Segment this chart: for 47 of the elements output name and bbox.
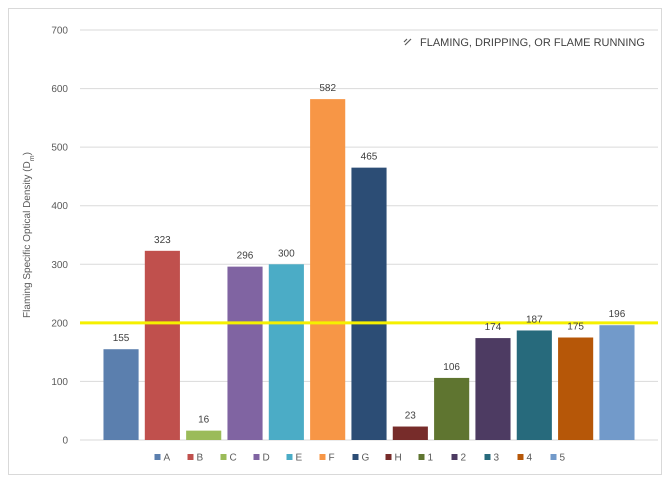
bar: [516, 330, 552, 440]
legend-label: 3: [494, 452, 500, 464]
bar: [227, 266, 263, 440]
bar: [103, 349, 139, 440]
y-tick-label: 500: [51, 142, 68, 154]
data-label: 174: [484, 322, 502, 334]
data-label: 300: [278, 248, 296, 260]
bar: [434, 378, 470, 440]
bar: [351, 168, 387, 440]
y-tick-label: 300: [51, 260, 68, 271]
annotation: FLAMING, DRIPPING, OR FLAME RUNNING: [420, 36, 645, 49]
legend-label: G: [362, 452, 370, 464]
data-label: 175: [567, 322, 584, 332]
bar: [558, 338, 594, 440]
data-label: 323: [154, 234, 172, 246]
bar: [186, 430, 222, 440]
data-label: 16: [198, 414, 210, 426]
legend-label: 5: [560, 452, 566, 464]
data-label: 582: [319, 83, 336, 94]
data-label: 296: [236, 250, 254, 262]
data-label: 106: [443, 362, 460, 373]
legend-label: 4: [526, 452, 532, 464]
y-tick-label: 200: [51, 318, 68, 330]
data-label: 465: [360, 152, 378, 163]
bar: [475, 338, 511, 440]
bar: [144, 250, 180, 440]
y-tick-label: 100: [51, 376, 68, 388]
data-label: 23: [404, 410, 416, 422]
legend-label: F: [328, 452, 335, 464]
legend-label: D: [262, 452, 270, 464]
bar: [392, 426, 428, 440]
data-label: 155: [112, 333, 130, 344]
legend-label: B: [196, 452, 204, 464]
bar: [268, 264, 304, 440]
legend-label: H: [394, 452, 402, 464]
y-tick-label: 600: [51, 84, 68, 96]
legend-label: E: [296, 452, 302, 464]
legend-label: 2: [460, 452, 466, 464]
y-tick-label: 0: [62, 436, 68, 446]
legend-label: 1: [428, 452, 434, 464]
bar: [310, 99, 346, 440]
y-tick-label: 400: [51, 201, 68, 212]
data-label: 196: [608, 309, 626, 320]
bar: [599, 325, 635, 440]
y-tick-label: 700: [51, 26, 68, 36]
legend-label: A: [164, 452, 170, 464]
legend-label: C: [230, 452, 237, 464]
